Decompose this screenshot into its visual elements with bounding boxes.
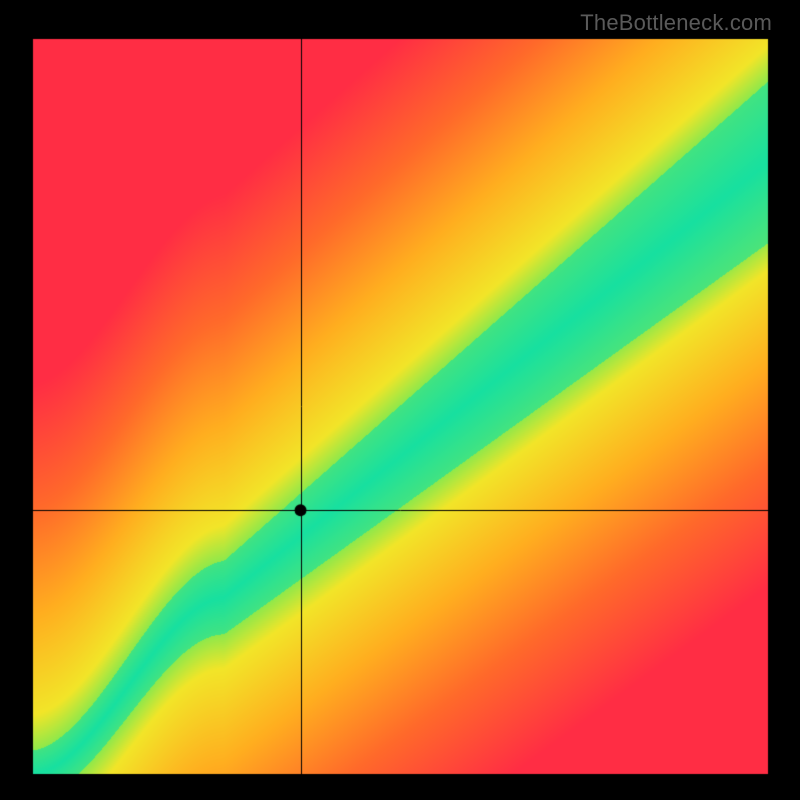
bottleneck-heatmap (0, 0, 800, 800)
watermark-text: TheBottleneck.com (580, 10, 772, 36)
